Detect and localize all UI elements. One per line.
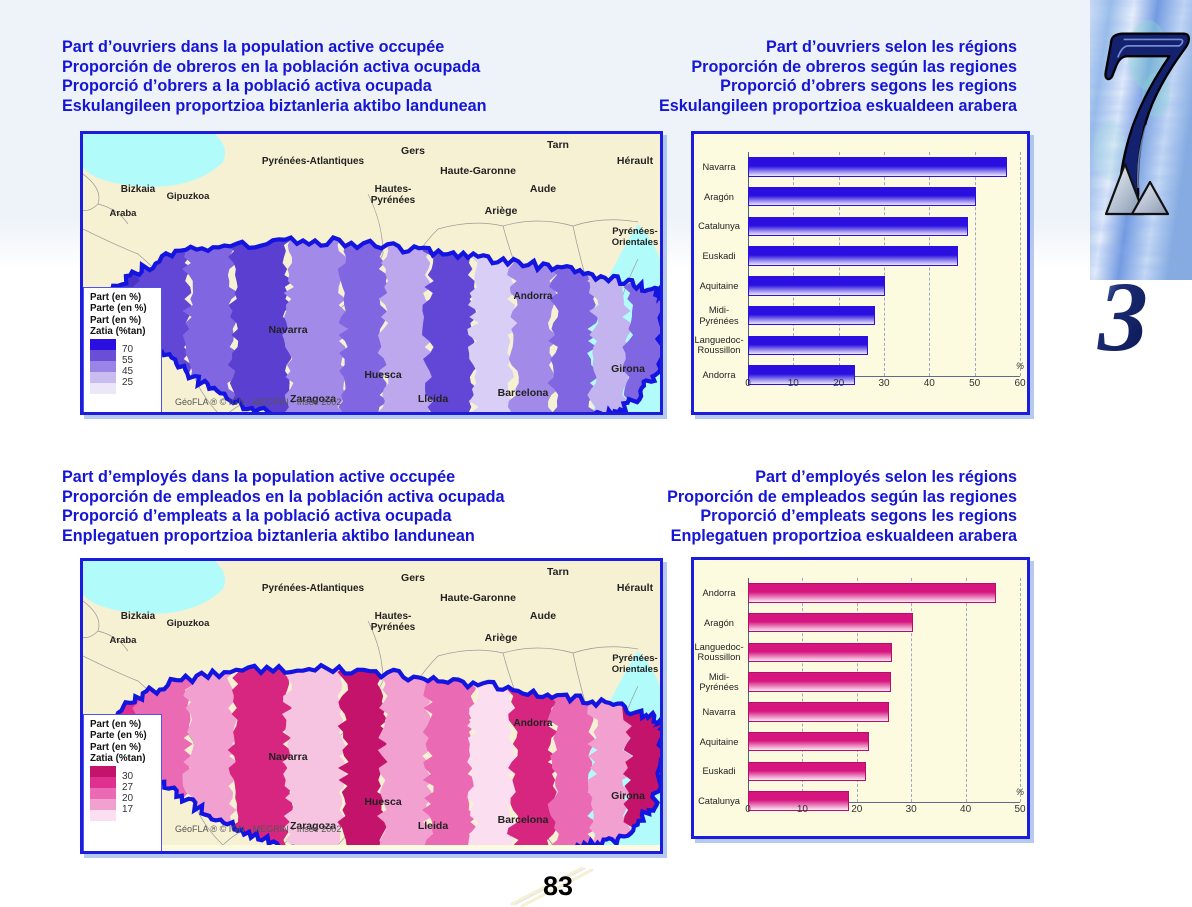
svg-text:Ariège: Ariège	[485, 632, 518, 644]
svg-text:Barcelona: Barcelona	[498, 814, 549, 826]
svg-text:Ariège: Ariège	[485, 205, 518, 217]
svg-text:Tarn: Tarn	[547, 566, 569, 578]
svg-text:Gipuzkoa: Gipuzkoa	[167, 618, 210, 629]
svg-text:Hérault: Hérault	[617, 582, 654, 594]
svg-text:GéoFLA ® © IGN - MEGRIN - Inse: GéoFLA ® © IGN - MEGRIN - Insee 2002	[175, 397, 341, 407]
svg-text:Barcelona: Barcelona	[498, 387, 549, 399]
svg-text:GéoFLA ® © IGN - MEGRIN - Inse: GéoFLA ® © IGN - MEGRIN - Insee 2002	[175, 824, 341, 834]
svg-text:Pyrénées: Pyrénées	[371, 622, 416, 633]
svg-text:Pyrénées: Pyrénées	[371, 195, 416, 206]
svg-text:Girona: Girona	[611, 363, 645, 375]
svg-text:Pyrénées-Atlantiques: Pyrénées-Atlantiques	[262, 583, 365, 594]
svg-text:Gers: Gers	[401, 572, 425, 584]
svg-text:Pyrénées-Atlantiques: Pyrénées-Atlantiques	[262, 156, 365, 167]
svg-text:Gers: Gers	[401, 145, 425, 157]
svg-text:Pyrénées-: Pyrénées-	[612, 653, 657, 664]
svg-text:Huesca: Huesca	[364, 369, 402, 381]
svg-text:Aude: Aude	[530, 183, 556, 195]
svg-text:Lleida: Lleida	[418, 393, 449, 405]
svg-text:Aude: Aude	[530, 610, 556, 622]
svg-text:Bizkaia: Bizkaia	[121, 611, 156, 622]
svg-text:Hérault: Hérault	[617, 155, 654, 167]
svg-text:Hautes-: Hautes-	[375, 611, 412, 622]
svg-text:Haute-Garonne: Haute-Garonne	[440, 592, 516, 604]
svg-text:Orientales: Orientales	[612, 664, 658, 675]
svg-text:Tarn: Tarn	[547, 139, 569, 151]
svg-text:Navarra: Navarra	[268, 751, 307, 763]
svg-text:3: 3	[1097, 280, 1148, 372]
svg-text:Andorra: Andorra	[514, 718, 553, 729]
svg-text:Orientales: Orientales	[612, 237, 658, 248]
svg-text:Pyrénées-: Pyrénées-	[612, 226, 657, 237]
svg-text:Gipuzkoa: Gipuzkoa	[167, 191, 210, 202]
svg-text:Bizkaia: Bizkaia	[121, 184, 156, 195]
svg-text:Girona: Girona	[611, 790, 645, 802]
svg-text:Hautes-: Hautes-	[375, 184, 412, 195]
svg-text:Haute-Garonne: Haute-Garonne	[440, 165, 516, 177]
svg-text:Lleida: Lleida	[418, 820, 449, 832]
svg-text:Araba: Araba	[110, 635, 138, 646]
svg-text:Navarra: Navarra	[268, 324, 307, 336]
svg-text:Andorra: Andorra	[514, 291, 553, 302]
svg-text:Araba: Araba	[110, 208, 138, 219]
svg-text:Huesca: Huesca	[364, 796, 402, 808]
